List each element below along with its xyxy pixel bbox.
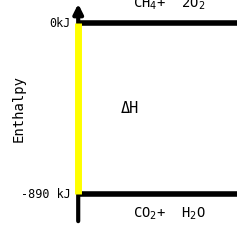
Text: 0kJ: 0kJ [50,17,71,29]
Text: CO$_2$+  H$_2$O: CO$_2$+ H$_2$O [133,206,206,222]
Text: -890 kJ: -890 kJ [21,188,71,201]
Text: ΔH: ΔH [121,101,139,116]
Text: CH$_4$+  2O$_2$: CH$_4$+ 2O$_2$ [133,0,206,13]
Text: Enthalpy: Enthalpy [12,75,26,142]
